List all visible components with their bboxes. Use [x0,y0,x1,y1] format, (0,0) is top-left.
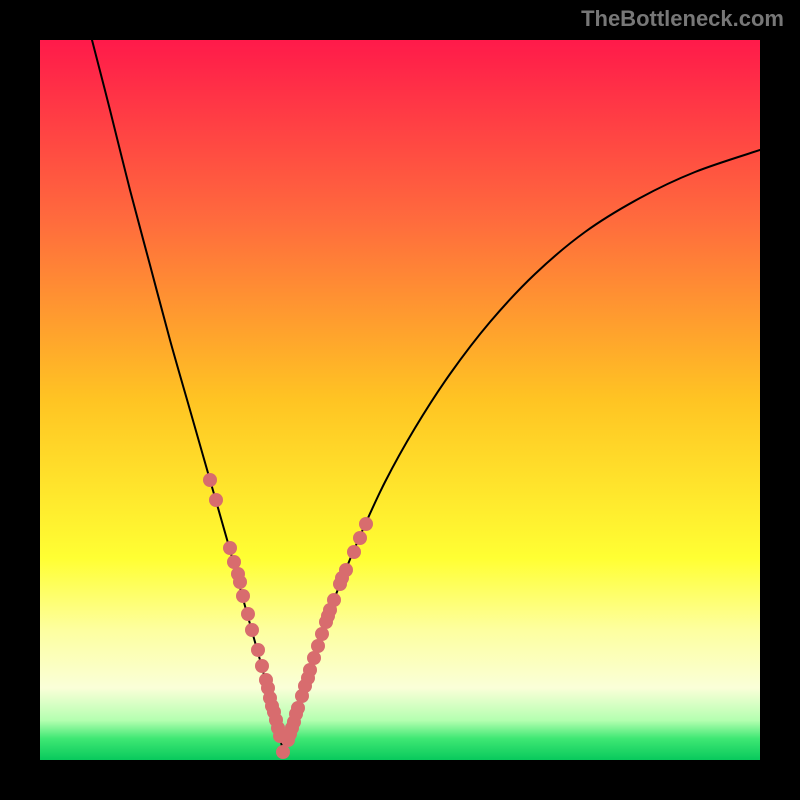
data-marker [307,651,321,665]
data-marker [327,593,341,607]
data-marker [241,607,255,621]
data-marker [245,623,259,637]
watermark-text: TheBottleneck.com [581,6,784,32]
curve-right-branch [283,150,760,752]
data-marker [236,589,250,603]
data-marker [251,643,265,657]
data-marker [203,473,217,487]
bottleneck-curve [40,40,760,760]
data-marker [291,701,305,715]
data-marker [347,545,361,559]
data-marker [223,541,237,555]
data-marker [315,627,329,641]
data-marker [339,563,353,577]
data-marker [353,531,367,545]
data-marker [303,663,317,677]
data-marker [276,745,290,759]
plot-area [40,40,760,760]
data-marker [209,493,223,507]
data-marker [255,659,269,673]
data-marker [311,639,325,653]
data-marker [359,517,373,531]
data-marker [233,575,247,589]
